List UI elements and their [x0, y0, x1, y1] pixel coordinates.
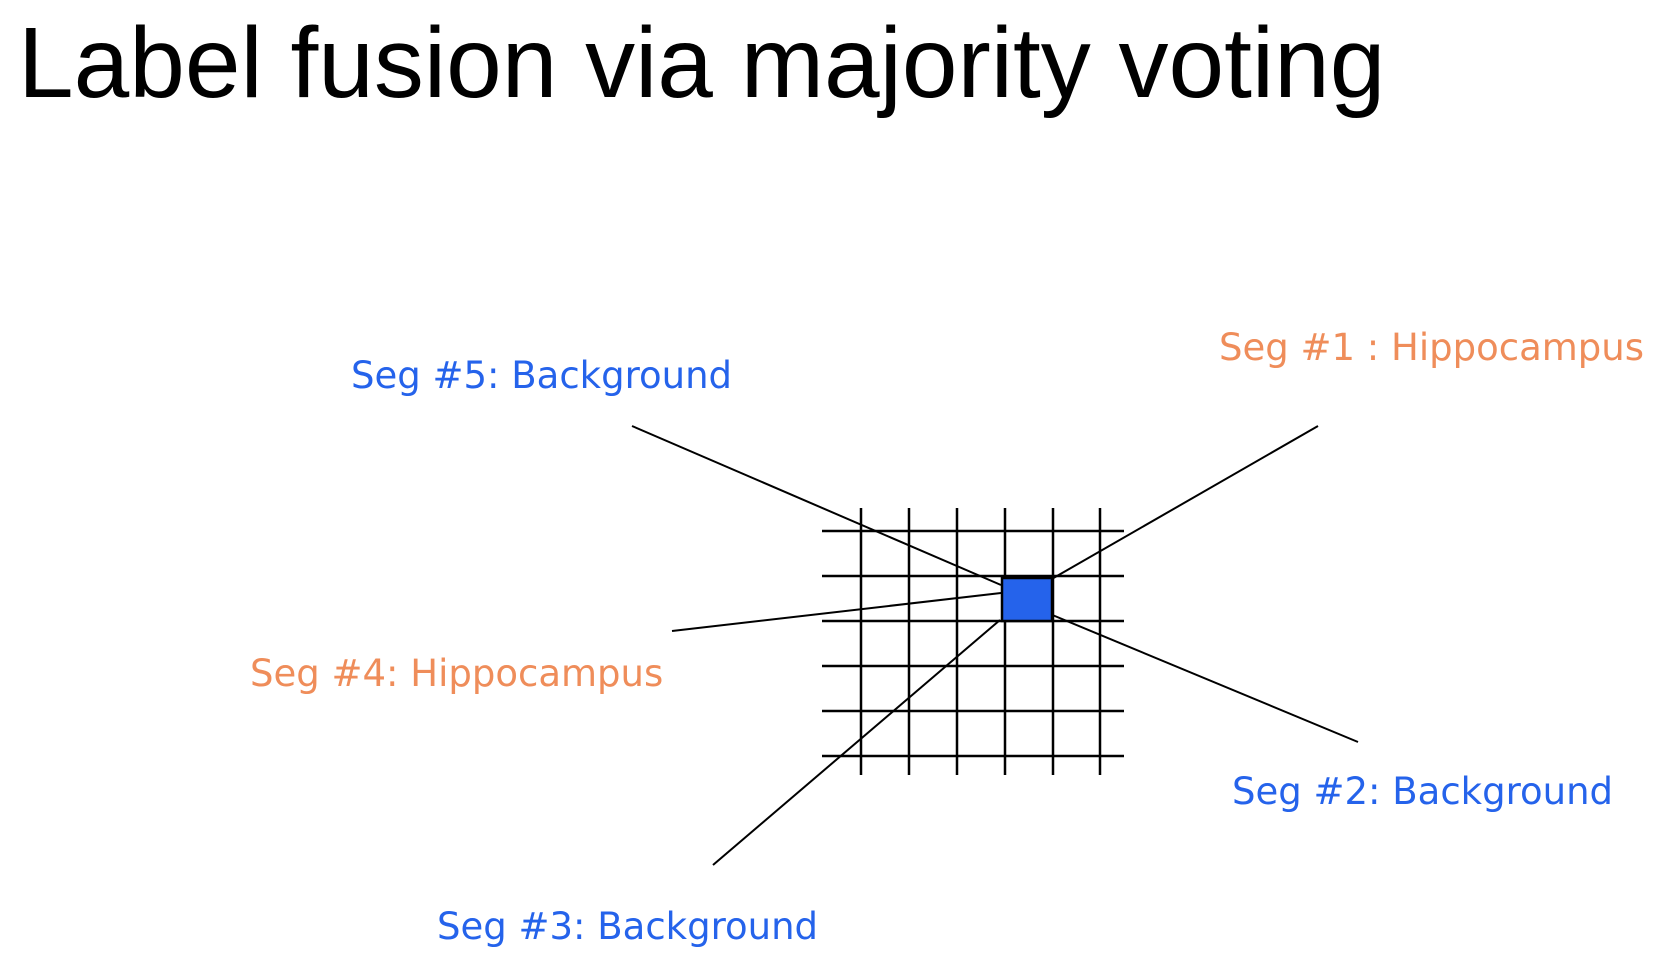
seg-label-5: Seg #5: Background	[351, 354, 732, 397]
connector-seg-4	[671, 592, 1002, 632]
connector-lines	[631, 425, 1359, 866]
connector-seg-5	[631, 425, 1002, 586]
slide-title: Label fusion via majority voting	[18, 7, 1386, 119]
connector-seg-2	[1049, 613, 1359, 743]
voxel-grid	[822, 508, 1124, 775]
seg-label-1: Seg #1 : Hippocampus	[1219, 326, 1644, 369]
seg-label-2: Seg #2: Background	[1232, 770, 1613, 813]
connector-seg-1	[1049, 425, 1319, 581]
seg-label-4: Seg #4: Hippocampus	[250, 652, 663, 695]
connector-seg-3	[712, 619, 1001, 866]
target-voxel	[1000, 576, 1054, 623]
segmentation-labels: Seg #1 : Hippocampus Seg #2: Background …	[250, 326, 1644, 948]
seg-label-3: Seg #3: Background	[437, 905, 818, 948]
